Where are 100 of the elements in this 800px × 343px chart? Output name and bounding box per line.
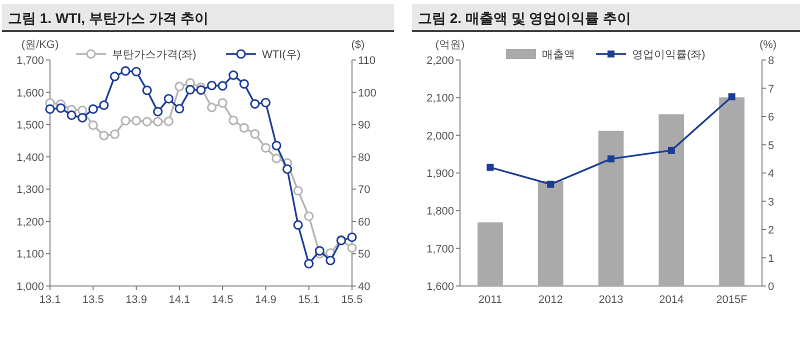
x-tick-label: 2013 <box>598 294 624 306</box>
point <box>250 99 260 109</box>
point <box>304 258 314 269</box>
y2-tick-label: 2 <box>768 224 774 236</box>
point <box>131 116 142 126</box>
y2-tick-label: 6 <box>768 112 774 124</box>
point <box>196 85 206 95</box>
chart-title: 그림 2. 매출액 및 영업이익률 추이 <box>418 10 632 26</box>
y2-tick-label: 7 <box>768 83 774 96</box>
point <box>45 104 55 114</box>
point <box>88 104 98 114</box>
x-tick-label: 13.1 <box>39 294 61 306</box>
x-tick-label: 15.1 <box>298 294 320 306</box>
y2-tick-label: 100 <box>358 87 376 100</box>
y-tick-label: 2,100 <box>426 92 454 105</box>
point <box>110 129 120 140</box>
legend-label: WTI(우) <box>262 49 300 61</box>
x-tick-label: 2015F <box>716 294 748 306</box>
y2-tick-label: 40 <box>358 281 370 293</box>
point <box>88 120 98 130</box>
x-tick-label: 14.1 <box>168 294 190 306</box>
point <box>218 81 228 91</box>
point <box>174 82 184 92</box>
point <box>547 180 554 188</box>
point <box>228 70 238 80</box>
point <box>239 79 249 89</box>
y2-tick-label: 3 <box>768 196 774 208</box>
point <box>56 103 66 113</box>
point <box>110 72 120 82</box>
point <box>608 155 614 162</box>
y2-tick-label: 80 <box>358 152 370 164</box>
point <box>304 211 314 222</box>
point <box>347 243 357 253</box>
y2-tick-label: 110 <box>358 55 376 67</box>
y-axis-title: (원/KG) <box>21 39 59 51</box>
point <box>164 116 174 126</box>
x-tick-label: 14.9 <box>255 294 276 306</box>
point <box>164 94 174 104</box>
x-tick-label: 2011 <box>478 294 502 306</box>
point <box>120 66 130 76</box>
point <box>326 256 336 266</box>
y-tick-label: 1,900 <box>426 168 454 180</box>
point <box>239 123 249 133</box>
point <box>66 110 76 120</box>
x-tick-label: 15.5 <box>341 294 363 306</box>
point <box>228 116 238 126</box>
point <box>142 116 152 126</box>
x-tick-label: 2014 <box>659 294 684 306</box>
point <box>131 66 142 76</box>
y-tick-label: 1,800 <box>426 206 454 218</box>
y2-tick-label: 4 <box>768 168 774 180</box>
point <box>260 143 271 153</box>
point <box>486 164 494 171</box>
y2-tick-label: 5 <box>768 140 774 152</box>
y2-tick-label: 1 <box>768 252 774 265</box>
point <box>185 84 196 95</box>
y-tick-label: 1,700 <box>16 55 44 67</box>
y-tick-label: 2,000 <box>426 130 454 142</box>
y-tick-label: 1,500 <box>16 120 44 132</box>
legend-label: 영업이익률(좌) <box>632 49 706 61</box>
y2-tick-label: 60 <box>358 216 370 228</box>
y-tick-label: 1,600 <box>426 281 454 293</box>
legend-label: 부탄가스가격(좌) <box>112 49 196 61</box>
point <box>142 86 152 96</box>
point <box>260 98 271 108</box>
point <box>78 112 88 123</box>
y2-tick-label: 50 <box>358 248 370 261</box>
y-tick-label: 1,400 <box>16 152 44 164</box>
point <box>218 98 228 108</box>
y-tick-label: 1,700 <box>426 243 454 256</box>
point <box>99 130 109 140</box>
y2-axis-title: ($) <box>351 39 365 51</box>
y-tick-label: 1,300 <box>16 184 44 196</box>
x-tick-label: 13.9 <box>126 294 147 306</box>
y2-tick-label: 90 <box>358 120 370 132</box>
x-tick-label: 14.5 <box>212 294 234 306</box>
point <box>120 116 130 126</box>
y-tick-label: 2,200 <box>426 55 454 67</box>
point <box>728 93 736 100</box>
point <box>314 246 324 256</box>
point <box>153 116 163 126</box>
point <box>282 164 292 174</box>
y-axis-title: (억원) <box>435 39 465 51</box>
point <box>293 186 303 196</box>
point <box>206 80 217 90</box>
x-tick-label: 13.5 <box>82 294 104 306</box>
point <box>206 102 217 112</box>
y2-tick-label: 0 <box>768 281 774 293</box>
y-tick-label: 1,000 <box>16 281 44 293</box>
y2-axis-title: (%) <box>759 39 777 51</box>
y-tick-label: 1,600 <box>16 87 44 100</box>
chart-title: 그림 1. WTI, 부탄가스 가격 추이 <box>8 10 209 26</box>
y-tick-label: 1,100 <box>16 248 44 261</box>
point <box>668 146 675 154</box>
point <box>272 154 282 164</box>
point <box>347 232 357 242</box>
y2-tick-label: 70 <box>358 184 370 196</box>
point <box>99 100 109 110</box>
x-tick-label: 2012 <box>538 294 563 306</box>
legend-label: 매출액 <box>542 49 575 61</box>
